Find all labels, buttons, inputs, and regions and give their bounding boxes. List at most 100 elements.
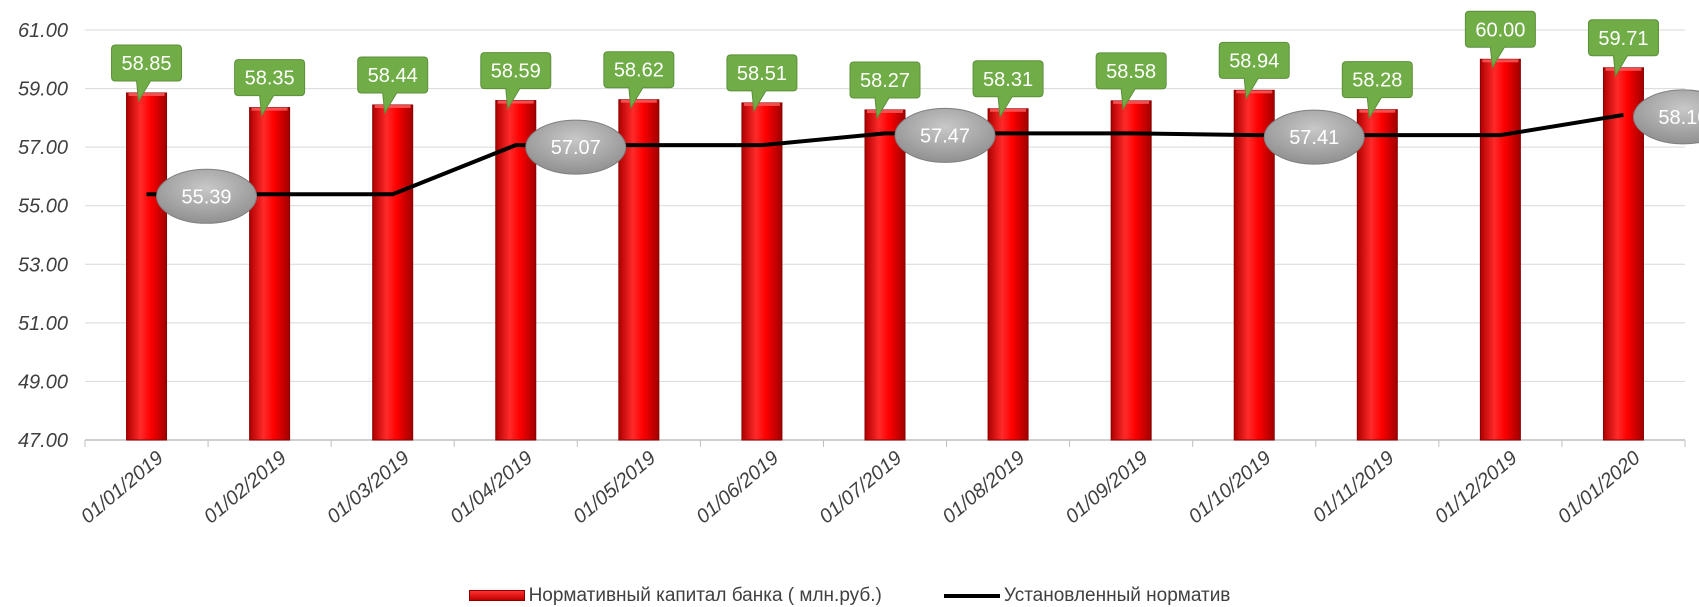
bar-label-text: 58.44 bbox=[368, 65, 418, 87]
bar-label-callout bbox=[111, 44, 183, 103]
bar-label-text: 58.59 bbox=[491, 61, 541, 83]
line-label-text: 55.39 bbox=[182, 186, 232, 208]
line-series bbox=[146, 112, 1624, 197]
legend-line-label: Установленный норматив bbox=[1003, 584, 1231, 606]
line-data-label: 57.07 bbox=[525, 119, 627, 175]
bar bbox=[1110, 100, 1152, 441]
line-label-text: 58.10 bbox=[1658, 107, 1699, 129]
bar-data-label: 59.71 bbox=[1587, 19, 1659, 78]
legend-item-line: Установленный норматив bbox=[943, 584, 1231, 607]
y-tick-label: 47.00 bbox=[18, 430, 68, 452]
bar-highlight bbox=[990, 108, 1027, 112]
line-label-bubble bbox=[1632, 89, 1699, 145]
x-tick-label: 01/07/2019 bbox=[815, 447, 906, 528]
bar-highlight bbox=[1605, 67, 1642, 71]
bar-label-text: 58.58 bbox=[1106, 61, 1156, 83]
x-axis: 01/01/2019 01/02/2019 01/03/2019 01/04/2019… bbox=[77, 447, 1645, 528]
line-label-bubble bbox=[894, 107, 996, 163]
line-data-label: 55.39 bbox=[156, 168, 258, 224]
x-tick-label: 01/01/2020 bbox=[1554, 447, 1645, 528]
line-label-text: 57.07 bbox=[551, 137, 601, 159]
bar-data-label: 58.85 bbox=[111, 44, 183, 103]
x-tick-label: 01/11/2019 bbox=[1309, 447, 1399, 527]
bar-label-callout bbox=[1464, 10, 1536, 69]
x-tick-label: 01/09/2019 bbox=[1062, 447, 1153, 528]
x-tick-label: 01/05/2019 bbox=[569, 447, 660, 528]
bar-label-callout bbox=[234, 59, 306, 118]
legend-bar-swatch bbox=[468, 590, 525, 601]
bar-data-label: 58.28 bbox=[1341, 61, 1413, 120]
y-axis: 47.00 49.00 51.00 53.00 55.00 57.00 59.00 61.00 bbox=[18, 20, 68, 452]
x-tick-label: 01/03/2019 bbox=[323, 447, 414, 528]
line-label-bubble bbox=[525, 119, 627, 175]
bar-highlight bbox=[497, 100, 534, 104]
bar-highlight bbox=[1482, 59, 1519, 63]
x-tick-label: 01/01/2019 bbox=[77, 447, 168, 528]
bar-label-callout bbox=[480, 52, 552, 111]
x-tick-label: 01/04/2019 bbox=[446, 447, 537, 528]
bar-data-label: 58.51 bbox=[726, 54, 798, 113]
bar-data-label: 58.94 bbox=[1218, 41, 1290, 100]
bar-label-callout bbox=[603, 51, 675, 110]
bar-label-callout bbox=[972, 60, 1044, 119]
y-tick-label: 51.00 bbox=[18, 313, 68, 335]
x-tick-label: 01/08/2019 bbox=[938, 447, 1029, 528]
bar-highlight bbox=[1359, 109, 1396, 113]
bar-highlight bbox=[251, 107, 288, 111]
bar-label-text: 58.62 bbox=[614, 60, 664, 82]
line-data-label: 57.47 bbox=[894, 107, 996, 163]
bar bbox=[864, 109, 906, 441]
bar-label-text: 58.51 bbox=[737, 63, 787, 85]
bar-series bbox=[126, 58, 1644, 441]
y-tick-label: 55.00 bbox=[18, 196, 68, 218]
bar bbox=[126, 92, 168, 441]
line-data-label: 57.41 bbox=[1263, 109, 1365, 165]
bar-label-callout bbox=[849, 61, 921, 120]
bar-label-callout bbox=[357, 56, 429, 115]
bar-highlight bbox=[1113, 100, 1150, 104]
x-tick-label: 01/12/2019 bbox=[1431, 447, 1522, 528]
bar-data-label: 58.35 bbox=[234, 59, 306, 118]
line-label-bubble bbox=[156, 168, 258, 224]
x-tick-label: 01/02/2019 bbox=[200, 447, 291, 528]
bar bbox=[1479, 58, 1521, 441]
y-tick-label: 49.00 bbox=[18, 371, 68, 393]
line-label-text: 57.41 bbox=[1289, 127, 1339, 149]
bar-label-text: 58.31 bbox=[983, 69, 1033, 91]
y-tick-label: 59.00 bbox=[18, 79, 68, 101]
y-tick-label: 61.00 bbox=[18, 20, 68, 42]
bar-highlight bbox=[743, 102, 780, 106]
x-tick-label: 01/06/2019 bbox=[692, 447, 783, 528]
line-data-labels: 55.39 57.07 57.47 57.41 58.10 bbox=[156, 89, 1699, 224]
bar-data-label: 58.59 bbox=[480, 52, 552, 111]
bar-highlight bbox=[620, 99, 657, 103]
bar-label-text: 58.85 bbox=[122, 53, 172, 75]
legend-bar-label: Нормативный капитал банка ( млн.руб.) bbox=[528, 584, 882, 606]
bar bbox=[987, 108, 1029, 441]
bar-label-callout bbox=[1095, 52, 1167, 111]
x-tick-label: 01/10/2019 bbox=[1185, 447, 1276, 528]
bar bbox=[1233, 89, 1275, 441]
bar bbox=[249, 107, 291, 441]
bar bbox=[1356, 109, 1398, 441]
bar-label-callout bbox=[726, 54, 798, 113]
bar-data-labels: 58.85 58.35 58.44 58.59 58.62 58.51 58.27 58.31… bbox=[111, 10, 1659, 120]
bar-data-label: 58.44 bbox=[357, 56, 429, 115]
legend-line-swatch bbox=[943, 593, 1000, 598]
line-path bbox=[146, 112, 1624, 197]
line-data-label: 58.10 bbox=[1632, 89, 1699, 145]
bar-highlight bbox=[867, 109, 903, 113]
bar-highlight bbox=[128, 92, 165, 96]
bar-label-callout bbox=[1587, 19, 1659, 78]
bar-label-text: 58.35 bbox=[245, 68, 295, 90]
bar bbox=[618, 99, 660, 441]
bar-data-label: 58.58 bbox=[1095, 52, 1167, 111]
bar-data-label: 60.00 bbox=[1464, 10, 1536, 69]
bar-label-text: 58.94 bbox=[1229, 50, 1279, 72]
bar-data-label: 58.62 bbox=[603, 51, 675, 110]
bar-highlight bbox=[1236, 90, 1273, 94]
legend-item-bar: Нормативный капитал банка ( млн.руб.) bbox=[468, 584, 882, 607]
bar-label-text: 58.27 bbox=[860, 70, 910, 92]
bar-data-label: 58.27 bbox=[849, 61, 921, 120]
line-label-text: 57.47 bbox=[920, 125, 970, 147]
